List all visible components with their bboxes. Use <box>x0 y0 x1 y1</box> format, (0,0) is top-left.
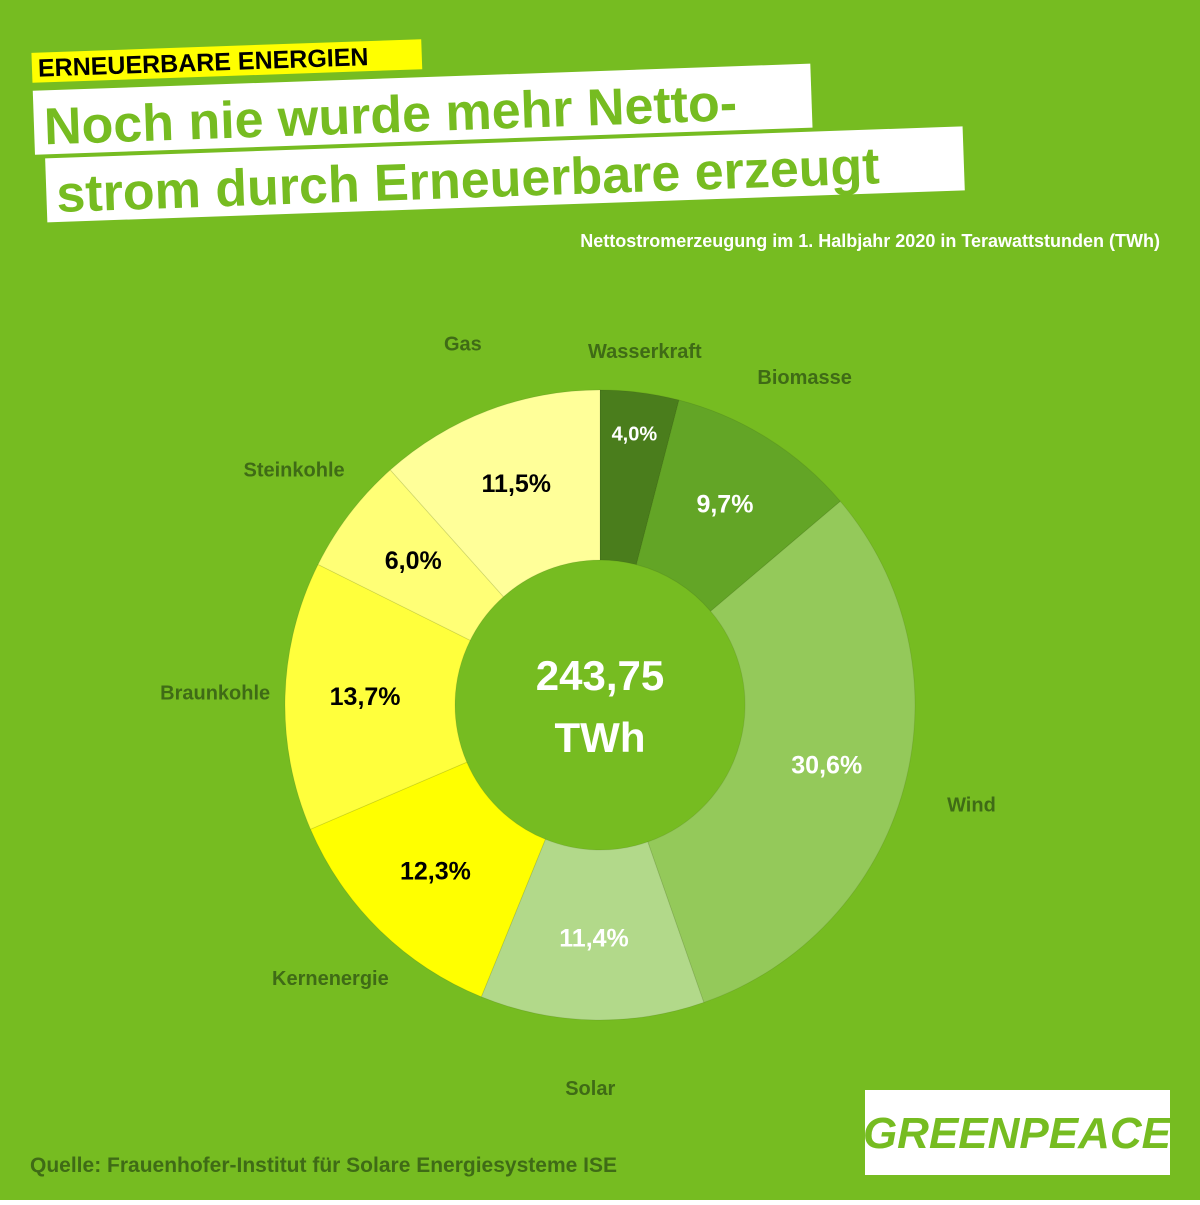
total-unit: TWh <box>555 714 646 761</box>
slice <box>647 500 916 1004</box>
category-label: Steinkohle <box>243 460 344 482</box>
value-label: 13,7% <box>330 683 401 711</box>
category-label: Wind <box>947 794 996 816</box>
slice <box>309 761 547 998</box>
value-label: 11,5% <box>482 470 552 498</box>
slice <box>284 563 471 830</box>
value-label: 12,3% <box>400 857 471 885</box>
title-box <box>32 63 813 155</box>
category-label: Braunkohle <box>160 682 270 704</box>
value-label: 11,4% <box>559 925 629 953</box>
category-label: Kernenergie <box>272 968 389 990</box>
slice <box>635 399 842 612</box>
subtitle: Nettostromerzeugung im 1. Halbjahr 2020 … <box>580 231 1160 251</box>
title-box <box>45 126 965 223</box>
category-label: Solar <box>565 1078 615 1100</box>
value-label: 30,6% <box>791 751 862 779</box>
value-label: 6,0% <box>385 547 442 575</box>
logo: GREENPEACE <box>863 1109 1173 1158</box>
source: Quelle: Frauenhofer-Institut für Solare … <box>30 1154 617 1177</box>
logo-box <box>865 1090 1170 1175</box>
category-label: Gas <box>444 334 482 356</box>
category-label: Wasserkraft <box>588 341 702 363</box>
total: 243,75 <box>536 652 664 699</box>
slice <box>480 838 705 1021</box>
value-label: 9,7% <box>696 491 753 519</box>
value-label: 4,0% <box>612 423 658 445</box>
category-label: Biomasse <box>757 367 852 389</box>
slice <box>389 389 601 598</box>
donut-chart: 4,0% Wasserkraft 9,7% Biomasse 30,6% Wind 11,4… <box>160 334 996 1101</box>
slice <box>317 469 505 641</box>
tag-box <box>31 39 423 83</box>
